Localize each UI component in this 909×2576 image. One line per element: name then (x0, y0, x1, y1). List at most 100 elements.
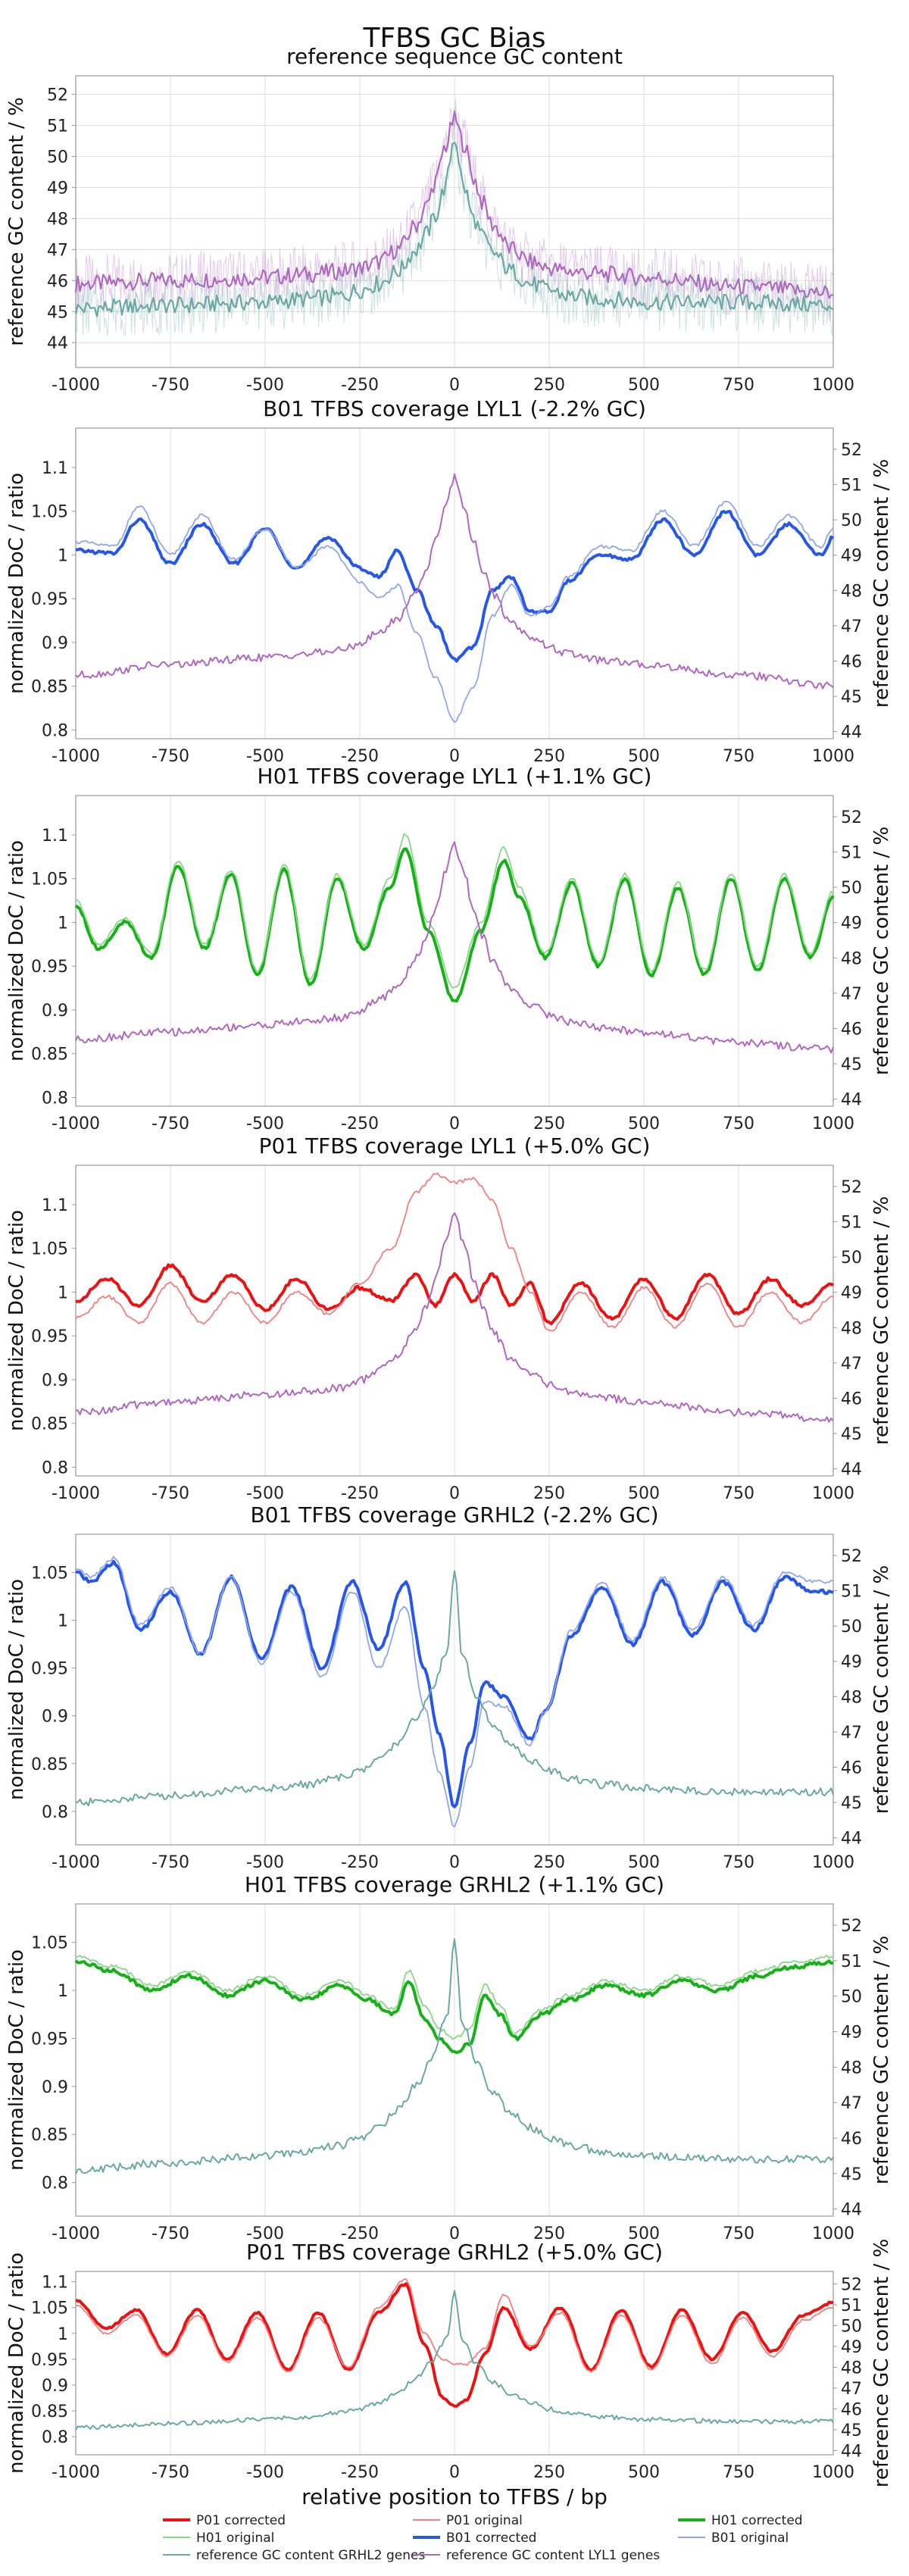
y2-tick-label: 49 (841, 2024, 862, 2043)
y2-tick-label: 49 (841, 2338, 862, 2357)
y2-tick-label: 50 (841, 1249, 862, 1268)
y2-tick-label: 45 (841, 1055, 862, 1074)
x-tick-label: 250 (533, 747, 565, 766)
y-tick-label: 0.9 (42, 2078, 68, 2097)
series-line (76, 1570, 834, 1807)
panel-title: B01 TFBS coverage GRHL2 (-2.2% GC) (251, 1502, 659, 1527)
series-line (75, 510, 835, 663)
series-line (75, 473, 834, 689)
y2-tick-label: 51 (841, 2296, 862, 2315)
x-tick-label: -500 (246, 2463, 284, 2482)
series-line-noise (75, 108, 834, 336)
x-tick-label: -250 (341, 747, 379, 766)
x-tick-label: -750 (152, 1484, 189, 1503)
chart-panel-6: H01 TFBS coverage GRHL2 (+1.1% GC) -1000 -… (5, 1872, 893, 2243)
y-tick-label: 44 (47, 334, 68, 353)
legend-item: B01 corrected (413, 2531, 536, 2546)
y2-tick-label: 52 (841, 1917, 862, 1936)
y-axis-label: normalized DoC / ratio (5, 1949, 28, 2171)
y2-tick-label: 49 (841, 914, 862, 933)
legend-item: P01 corrected (163, 2513, 286, 2528)
y2-tick-label: 46 (841, 653, 862, 672)
y2-tick-label: 45 (841, 1794, 862, 1813)
x-tick-label: -250 (341, 2224, 379, 2243)
y-tick-label: 1 (58, 1283, 68, 1302)
y2-tick-label: 52 (841, 808, 862, 827)
x-tick-label: 250 (533, 2463, 565, 2482)
x-axis-label: relative position to TFBS / bp (301, 2484, 608, 2509)
panel-title: reference sequence GC content (286, 44, 623, 69)
legend-label: B01 original (711, 2531, 789, 2546)
x-tick-label: 250 (533, 1114, 565, 1133)
series-line (75, 1938, 834, 2174)
x-tick-label: -250 (341, 1114, 379, 1133)
chart-panel-3: H01 TFBS coverage LYL1 (+1.1% GC) -1000 -7… (5, 764, 893, 1133)
x-tick-label: -500 (246, 1853, 284, 1872)
y2-tick-label: 45 (841, 2165, 862, 2184)
y-tick-label: 0.85 (31, 678, 68, 697)
x-tick-label: 0 (449, 1484, 460, 1503)
chart-panel-7: P01 TFBS coverage GRHL2 (+5.0% GC) -1000 -… (5, 2239, 893, 2488)
y-tick-label: 48 (47, 210, 68, 229)
y2-tick-label: 51 (841, 1583, 862, 1602)
y-axis-label: normalized DoC / ratio (5, 1579, 28, 1800)
y2-axis-label: reference GC content / % (870, 1565, 893, 1815)
y-tick-label: 1.1 (42, 2274, 68, 2293)
y-tick-label: 0.95 (31, 1660, 68, 1679)
y-axis-label: reference GC content / % (5, 97, 28, 346)
x-tick-label: -750 (152, 747, 189, 766)
chart-panels: reference sequence GC content -1000 -750 -5… (5, 44, 893, 2487)
y-tick-label: 1 (58, 1612, 68, 1631)
x-tick-label: 250 (533, 1853, 565, 1872)
x-tick-label: -500 (246, 376, 284, 395)
y-tick-label: 0.9 (42, 1371, 68, 1390)
legend-item: reference GC content GRHL2 genes (163, 2548, 425, 2563)
y2-tick-label: 52 (841, 2276, 862, 2295)
y2-tick-label: 46 (841, 1021, 862, 1039)
series-line (74, 1959, 834, 2055)
x-tick-label: -750 (152, 2463, 189, 2482)
y2-tick-label: 50 (841, 1988, 862, 2007)
y2-tick-label: 48 (841, 1319, 862, 1338)
y2-tick-label: 46 (841, 1759, 862, 1778)
x-tick-label: -250 (341, 1853, 379, 1872)
y2-tick-label: 51 (841, 844, 862, 863)
x-tick-label: 750 (723, 376, 754, 395)
y-tick-label: 1.05 (31, 1934, 68, 1953)
y-tick-label: 1.1 (42, 1196, 68, 1215)
x-tick-label: -250 (341, 376, 379, 395)
legend-item: P01 original (413, 2513, 523, 2528)
series-line (75, 2290, 834, 2431)
y2-tick-label: 48 (841, 1688, 862, 1707)
y-tick-label: 52 (47, 86, 68, 105)
y-tick-label: 0.9 (42, 634, 68, 653)
x-tick-label: 750 (723, 1114, 754, 1133)
y2-tick-label: 44 (841, 1091, 862, 1110)
chart-panel-2: B01 TFBS coverage LYL1 (-2.2% GC) -1000 -7… (5, 396, 893, 766)
legend-item: H01 corrected (678, 2513, 803, 2528)
y2-tick-label: 47 (841, 2094, 862, 2113)
y2-tick-label: 44 (841, 724, 862, 742)
y2-tick-label: 46 (841, 1390, 862, 1409)
plot-area-frame (75, 1903, 834, 2217)
series-line (75, 1212, 834, 1423)
y-tick-label: 0.9 (42, 1002, 68, 1021)
legend-label: P01 corrected (196, 2513, 286, 2528)
x-tick-label: 250 (533, 2224, 565, 2243)
y-tick-label: 0.85 (31, 1415, 68, 1434)
x-tick-label: 250 (533, 1484, 565, 1503)
y2-axis-label: reference GC content / % (870, 1196, 893, 1446)
series-line-noise (75, 99, 834, 321)
y-axis-label: normalized DoC / ratio (5, 1210, 28, 1431)
y2-tick-label: 45 (841, 688, 862, 707)
x-tick-label: -500 (246, 747, 284, 766)
legend: P01 corrected P01 original H01 corrected H0… (163, 2513, 803, 2563)
y2-axis-label: reference GC content / % (870, 459, 893, 708)
y-tick-label: 50 (47, 148, 68, 167)
series-line (75, 2282, 834, 2408)
y-tick-label: 49 (47, 179, 68, 198)
y-tick-label: 0.8 (42, 2428, 68, 2447)
x-tick-label: -1000 (52, 1853, 100, 1872)
series-line (75, 833, 834, 989)
